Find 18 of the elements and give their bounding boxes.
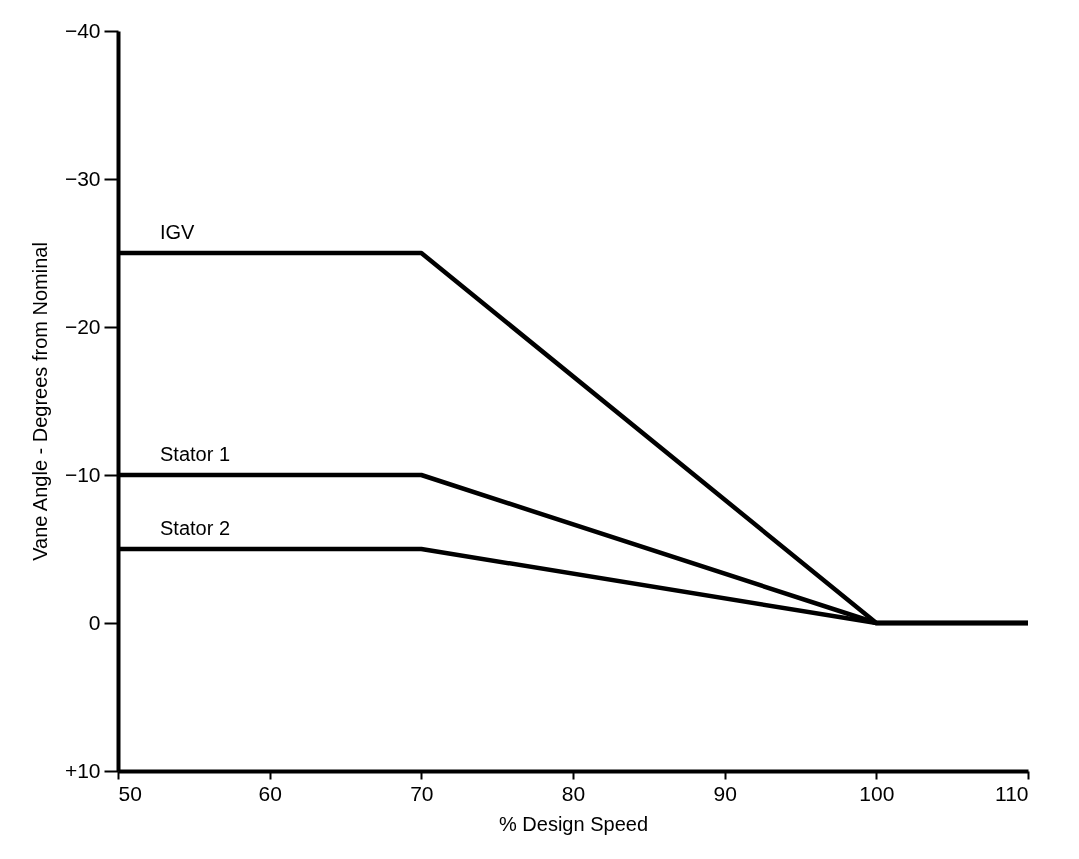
y-tick-label: −10: [64, 462, 101, 486]
x-tick-label: 50: [118, 781, 142, 805]
x-axis-title: % Design Speed: [499, 812, 648, 835]
y-tick-label: −30: [64, 166, 101, 190]
series-label: Stator 1: [160, 443, 231, 465]
x-tick-label: 90: [713, 781, 737, 805]
y-tick-label: 0: [88, 610, 101, 634]
y-tick-label: −20: [64, 314, 101, 338]
x-tick-label: 60: [258, 781, 282, 805]
y-axis-title: Vane Angle - Degrees from Nominal: [28, 242, 51, 561]
series-label: Stator 2: [160, 517, 231, 539]
x-tick-label: 80: [561, 781, 586, 805]
x-tick-label: 110: [995, 781, 1029, 805]
y-tick-label: +10: [64, 758, 101, 782]
x-tick-label: 70: [410, 781, 434, 805]
series-label: IGV: [160, 221, 196, 243]
y-tick-label: −40: [64, 18, 101, 42]
x-tick-label: 100: [859, 781, 895, 805]
